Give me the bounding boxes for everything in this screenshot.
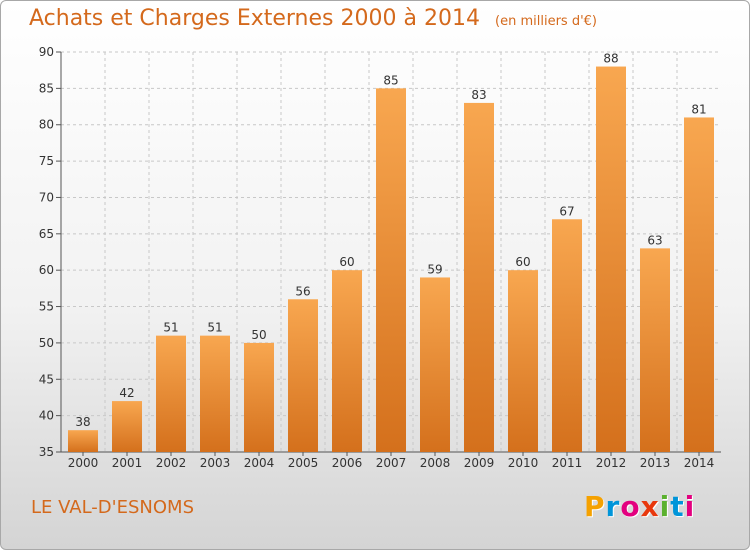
bars: [68, 66, 714, 453]
x-tick-label: 2001: [112, 456, 143, 470]
bar: [332, 270, 362, 452]
proxiti-logo: Proxiti: [584, 490, 695, 523]
bar: [508, 270, 538, 452]
title-row: Achats et Charges Externes 2000 à 2014 (…: [29, 6, 597, 31]
data-label: 50: [251, 328, 266, 342]
chart-title: Achats et Charges Externes 2000 à 2014: [29, 6, 480, 31]
chart-subtitle: (en milliers d'€): [495, 14, 597, 29]
data-label: 42: [119, 386, 134, 400]
x-tick-label: 2006: [332, 456, 363, 470]
data-label: 83: [471, 88, 486, 102]
y-tick-label: 45: [39, 372, 54, 386]
y-tick-label: 90: [39, 45, 54, 59]
data-label: 85: [383, 73, 398, 87]
bar: [640, 248, 670, 452]
brand-letter: x: [640, 490, 660, 523]
bar: [684, 117, 714, 453]
data-label: 51: [207, 321, 222, 335]
data-label: 81: [691, 102, 706, 116]
y-tick-label: 35: [39, 445, 54, 459]
y-tick-label: 50: [39, 336, 54, 350]
x-tick-label: 2003: [200, 456, 231, 470]
y-tick-label: 85: [39, 81, 54, 95]
data-label: 38: [75, 415, 90, 429]
y-tick-label: 40: [39, 409, 54, 423]
x-tick-label: 2013: [640, 456, 671, 470]
data-label: 51: [163, 321, 178, 335]
x-tick-label: 2007: [376, 456, 407, 470]
commune-name: LE VAL-D'ESNOMS: [31, 497, 195, 518]
x-tick-label: 2014: [684, 456, 715, 470]
x-tick-label: 2004: [244, 456, 275, 470]
labels: 35 40 45 50 55 60 65 70 75 80 85 90 38 2000 42 2001 51 20…: [39, 45, 715, 470]
data-label: 60: [339, 255, 354, 269]
bar: [464, 102, 494, 452]
bar: [112, 401, 142, 452]
data-label: 63: [647, 233, 662, 247]
x-tick-label: 2009: [464, 456, 495, 470]
bar: [552, 219, 582, 452]
brand-letter: P: [584, 490, 606, 523]
bar: [200, 335, 230, 452]
x-tick-label: 2011: [552, 456, 583, 470]
bar: [68, 430, 98, 452]
x-tick-label: 2000: [68, 456, 99, 470]
y-tick-label: 65: [39, 227, 54, 241]
y-tick-label: 55: [39, 300, 54, 314]
bar: [420, 277, 450, 452]
data-label: 56: [295, 284, 310, 298]
bar: [244, 342, 274, 452]
bar: [156, 335, 186, 452]
y-tick-label: 75: [39, 154, 54, 168]
data-label: 67: [559, 204, 574, 218]
bar: [376, 88, 406, 452]
y-tick-label: 80: [39, 118, 54, 132]
x-tick-label: 2012: [596, 456, 627, 470]
brand-letter: i: [659, 490, 671, 523]
data-label: 88: [603, 52, 618, 66]
x-tick-label: 2002: [156, 456, 187, 470]
y-tick-label: 70: [39, 190, 54, 204]
x-tick-label: 2010: [508, 456, 539, 470]
brand-letter: t: [670, 490, 685, 523]
y-tick-label: 60: [39, 263, 54, 277]
data-label: 60: [515, 255, 530, 269]
brand-letter: i: [684, 490, 696, 523]
data-label: 59: [427, 262, 442, 276]
bar: [596, 66, 626, 452]
brand-letter: r: [605, 490, 621, 523]
x-tick-label: 2005: [288, 456, 319, 470]
x-tick-label: 2008: [420, 456, 451, 470]
bar: [288, 299, 318, 452]
brand-letter: o: [620, 490, 641, 523]
